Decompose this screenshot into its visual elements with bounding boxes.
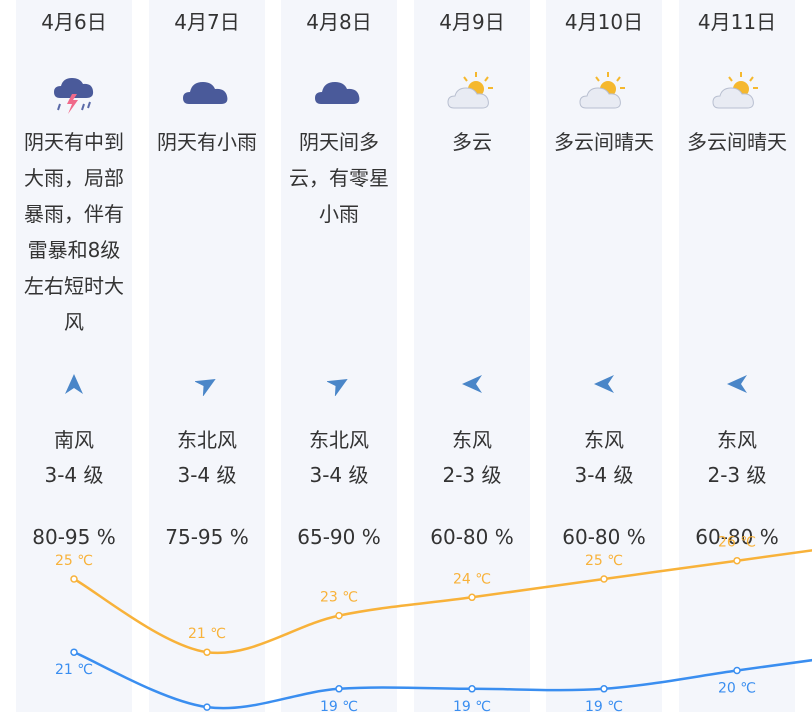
day-date: 4月6日 bbox=[41, 10, 107, 34]
wind-level: 3-4 级 bbox=[309, 463, 369, 487]
day-date: 4月7日 bbox=[174, 10, 240, 34]
wind-direction: 南风 bbox=[54, 428, 94, 452]
day-column: 4月9日 多云 东风 2-3 级 60-80 % bbox=[414, 0, 530, 712]
day-column: 4月7日 阴天有小雨 东北风 3-4 级 75-95 % bbox=[149, 0, 265, 712]
day-column: 4月10日 多云间晴天 东风 3-4 级 60-80 % bbox=[546, 0, 662, 712]
day-description: 阴天有小雨 bbox=[157, 130, 257, 154]
day-description: 阴天间多 云，有零星 小雨 bbox=[289, 130, 389, 226]
wind-direction: 东北风 bbox=[309, 428, 369, 452]
northeast-arrow-icon bbox=[281, 372, 397, 396]
northeast-arrow-icon bbox=[149, 372, 265, 396]
east-arrow-icon bbox=[679, 372, 795, 396]
humidity: 65-90 % bbox=[297, 525, 381, 549]
day-date: 4月11日 bbox=[697, 10, 777, 34]
day-date: 4月10日 bbox=[564, 10, 644, 34]
day-description: 阴天有中到 大雨，局部 暴雨，伴有 雷暴和8级 左右短时大风 bbox=[24, 130, 124, 334]
day-column: 4月11日 多云间晴天 东风 2-3 级 60-80 % bbox=[679, 0, 795, 712]
day-date: 4月8日 bbox=[306, 10, 372, 34]
partly-cloudy-icon bbox=[546, 68, 662, 116]
humidity: 60-80 % bbox=[695, 525, 779, 549]
wind-level: 2-3 级 bbox=[707, 463, 767, 487]
humidity: 60-80 % bbox=[562, 525, 646, 549]
humidity: 75-95 % bbox=[165, 525, 249, 549]
day-column: 4月8日 阴天间多 云，有零星 小雨 东北风 3-4 级 65-90 % bbox=[281, 0, 397, 712]
wind-level: 2-3 级 bbox=[442, 463, 502, 487]
wind-level: 3-4 级 bbox=[574, 463, 634, 487]
east-arrow-icon bbox=[546, 372, 662, 396]
day-description: 多云间晴天 bbox=[554, 130, 654, 154]
partly-cloudy-icon bbox=[414, 68, 530, 116]
partly-cloudy-icon bbox=[679, 68, 795, 116]
wind-direction: 东北风 bbox=[177, 428, 237, 452]
wind-direction: 东风 bbox=[717, 428, 757, 452]
day-date: 4月9日 bbox=[439, 10, 505, 34]
overcast-cloud-icon bbox=[149, 68, 265, 116]
overcast-cloud-icon bbox=[281, 68, 397, 116]
day-description: 多云间晴天 bbox=[687, 130, 787, 154]
humidity: 60-80 % bbox=[430, 525, 514, 549]
wind-level: 3-4 级 bbox=[44, 463, 104, 487]
wind-level: 3-4 级 bbox=[177, 463, 237, 487]
east-arrow-icon bbox=[414, 372, 530, 396]
thunderstorm-rain-icon bbox=[16, 68, 132, 116]
day-column: 4月6日 阴天有中到 大雨，局部 暴雨，伴有 雷暴和8级 左右短时大风 南风 3-4 … bbox=[16, 0, 132, 712]
wind-direction: 东风 bbox=[452, 428, 492, 452]
day-description: 多云 bbox=[452, 130, 492, 154]
north-arrow-icon bbox=[16, 372, 132, 396]
wind-direction: 东风 bbox=[584, 428, 624, 452]
humidity: 80-95 % bbox=[32, 525, 116, 549]
